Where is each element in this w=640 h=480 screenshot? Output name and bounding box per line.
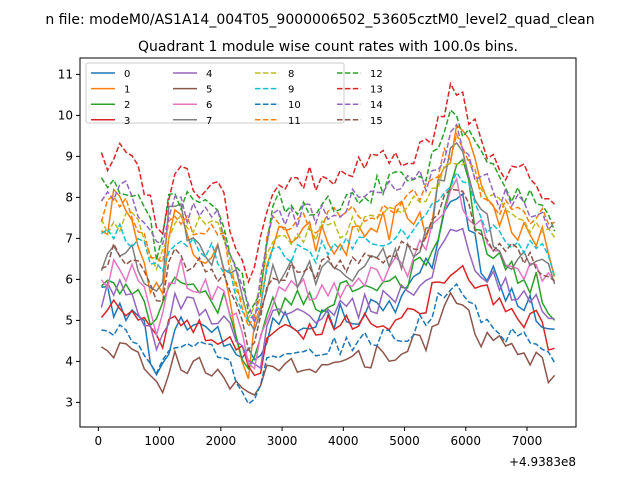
legend-label-4: 4 <box>206 69 212 80</box>
legend-label-9: 9 <box>288 85 294 96</box>
legend-label-6: 6 <box>206 100 212 111</box>
series-line-3 <box>100 264 555 377</box>
legend-label-5: 5 <box>206 85 212 96</box>
y-tick-label: 6 <box>65 272 73 286</box>
series-line-13 <box>100 81 556 285</box>
series-line-6 <box>100 176 556 371</box>
y-tick-label: 3 <box>65 395 73 409</box>
legend-label-10: 10 <box>288 100 301 111</box>
series-line-2 <box>100 158 556 371</box>
plot-lines <box>100 81 556 405</box>
y-tick-label: 9 <box>65 149 73 163</box>
chart-title: Quadrant 1 module wise count rates with … <box>138 39 518 55</box>
series-line-4 <box>100 227 555 370</box>
x-axis: 0 1000 2000 3000 4000 5000 6000 7000 <box>95 427 543 448</box>
series-line-12 <box>100 108 556 315</box>
legend-label-7: 7 <box>206 116 212 127</box>
chart-suptitle: n file: modeM0/AS1A14_004T05_9000006502_… <box>45 12 594 28</box>
legend-label-2: 2 <box>124 100 130 111</box>
x-tick-label: 5000 <box>389 434 420 448</box>
x-tick-label: 2000 <box>206 434 237 448</box>
y-tick-label: 4 <box>65 354 73 368</box>
x-tick-label: 0 <box>95 434 103 448</box>
series-line-5 <box>100 291 556 396</box>
legend-label-12: 12 <box>370 69 383 80</box>
series-line-11 <box>100 131 555 329</box>
series-line-7 <box>100 141 556 332</box>
legend-label-15: 15 <box>370 116 383 127</box>
legend-label-11: 11 <box>288 116 301 127</box>
legend-label-13: 13 <box>370 85 383 96</box>
series-line-0 <box>101 192 555 377</box>
legend-label-8: 8 <box>288 69 294 80</box>
legend-label-3: 3 <box>124 116 130 127</box>
series-line-1 <box>101 123 556 380</box>
series-line-14 <box>100 123 556 324</box>
series-line-9 <box>100 170 556 323</box>
y-tick-label: 5 <box>65 313 73 327</box>
y-tick-label: 10 <box>58 108 73 122</box>
legend-label-14: 14 <box>370 100 383 111</box>
legend-label-1: 1 <box>124 85 130 96</box>
y-tick-label: 7 <box>65 231 73 245</box>
series-line-10 <box>101 282 556 405</box>
x-tick-label: 7000 <box>512 434 543 448</box>
series-line-15 <box>101 188 555 352</box>
legend-box <box>85 62 345 124</box>
legend-label-0: 0 <box>124 69 130 80</box>
y-tick-label: 11 <box>58 67 73 81</box>
y-axis: 3 4 5 6 7 8 9 10 11 <box>58 67 80 409</box>
x-tick-label: 6000 <box>451 434 482 448</box>
y-tick-label: 8 <box>65 190 73 204</box>
plot-frame <box>79 57 577 428</box>
series-line-8 <box>100 158 556 321</box>
x-offset-label: +4.9383e8 <box>509 455 576 469</box>
x-tick-label: 4000 <box>328 434 359 448</box>
x-tick-label: 3000 <box>267 434 298 448</box>
x-tick-label: 1000 <box>144 434 175 448</box>
